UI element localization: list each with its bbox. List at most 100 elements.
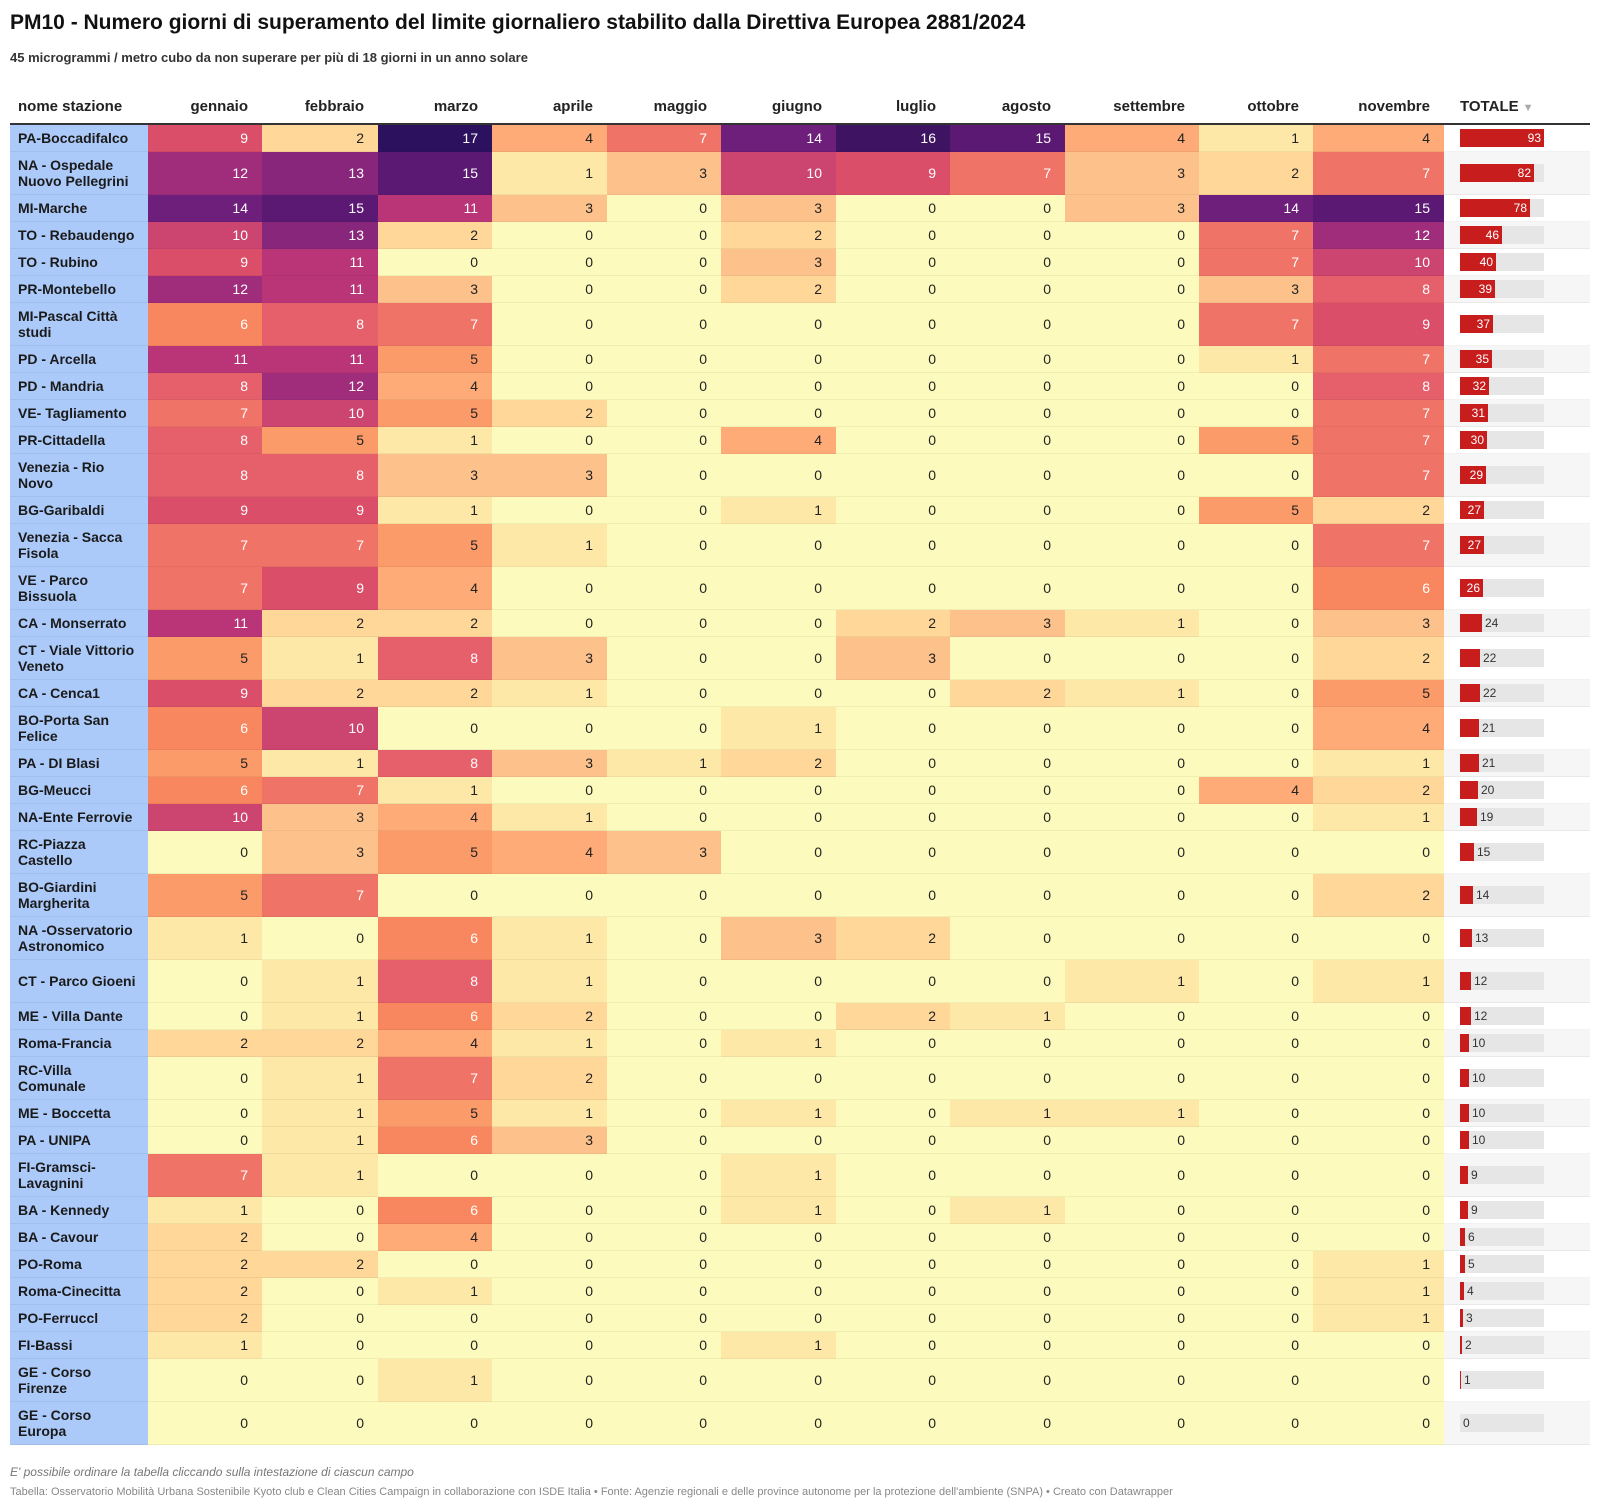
heatmap-cell: 6 [378, 1002, 492, 1030]
heatmap-cell: 0 [721, 1304, 836, 1332]
heatmap-cell: 0 [721, 636, 836, 680]
column-header-month[interactable]: agosto [950, 91, 1065, 125]
table-row: CA - Monserrato 11 2 2 0 0 0 2 3 1 0 3 24 [10, 609, 1590, 637]
heatmap-cell: 0 [1313, 1099, 1444, 1127]
column-header-month[interactable]: aprile [492, 91, 607, 125]
column-header-month[interactable]: novembre [1313, 91, 1444, 125]
heatmap-cell: 5 [262, 426, 378, 454]
heatmap-cell: 0 [607, 776, 721, 804]
heatmap-cell: 11 [262, 248, 378, 276]
heatmap-cell: 0 [1065, 706, 1199, 750]
heatmap-cell: 0 [1199, 1401, 1313, 1445]
total-bar-track: 21 [1460, 719, 1544, 737]
heatmap-cell: 0 [607, 1099, 721, 1127]
total-bar [1460, 1228, 1465, 1246]
total-bar [1460, 1309, 1463, 1327]
heatmap-cell: 0 [836, 776, 950, 804]
total-bar-track: 2 [1460, 1336, 1544, 1354]
heatmap-cell: 0 [836, 248, 950, 276]
total-bar-track: 10 [1460, 1131, 1544, 1149]
chart-title: PM10 - Numero giorni di superamento del … [10, 11, 1026, 34]
heatmap-cell: 11 [262, 275, 378, 303]
column-header-month[interactable]: maggio [607, 91, 721, 125]
sort-descending-icon[interactable]: ▼ [1522, 102, 1534, 114]
column-header-month[interactable]: gennaio [148, 91, 262, 125]
heatmap-cell: 4 [378, 1029, 492, 1057]
heatmap-cell: 0 [607, 959, 721, 1003]
column-header-month[interactable]: febbraio [262, 91, 378, 125]
heatmap-cell: 0 [492, 302, 607, 346]
heatmap-cell: 0 [1065, 523, 1199, 567]
heatmap-cell: 0 [950, 803, 1065, 831]
column-header-month[interactable]: marzo [378, 91, 492, 125]
heatmap-cell: 5 [1199, 496, 1313, 524]
heatmap-cell: 1 [378, 1277, 492, 1305]
total-cell: 39 [1444, 275, 1590, 303]
heatmap-cell: 0 [721, 345, 836, 373]
heatmap-cell: 0 [1199, 1126, 1313, 1154]
table-row: RC-Villa Comunale 0 1 7 2 0 0 0 0 0 0 0 10 [10, 1056, 1590, 1100]
heatmap-cell: 0 [1199, 830, 1313, 874]
heatmap-cell: 0 [836, 566, 950, 610]
column-header-month[interactable]: ottobre [1199, 91, 1313, 125]
total-bar-track: 78 [1460, 199, 1544, 217]
heatmap-cell: 0 [836, 803, 950, 831]
column-header-total[interactable]: TOTALE ▼ [1444, 91, 1590, 125]
heatmap-cell: 0 [950, 1277, 1065, 1305]
heatmap-cell: 1 [378, 426, 492, 454]
column-header-month[interactable]: giugno [721, 91, 836, 125]
total-bar [1460, 972, 1471, 990]
heatmap-cell: 8 [1313, 275, 1444, 303]
heatmap-cell: 0 [721, 959, 836, 1003]
heatmap-cell: 2 [836, 609, 950, 637]
heatmap-cell: 0 [1199, 636, 1313, 680]
heatmap-cell: 0 [1199, 873, 1313, 917]
heatmap-cell: 14 [148, 194, 262, 222]
heatmap-cell: 5 [1313, 679, 1444, 707]
table-header-row: nome stazione gennaio febbraio marzo aprile m… [10, 91, 1590, 125]
total-cell: 10 [1444, 1126, 1590, 1154]
total-cell: 21 [1444, 706, 1590, 750]
total-bar-track: 30 [1460, 431, 1544, 449]
total-cell: 26 [1444, 566, 1590, 610]
total-cell: 9 [1444, 1196, 1590, 1224]
heatmap-cell: 0 [1199, 749, 1313, 777]
heatmap-cell: 0 [378, 873, 492, 917]
heatmap-cell: 0 [492, 1223, 607, 1251]
heatmap-cell: 2 [148, 1277, 262, 1305]
heatmap-cell: 0 [721, 679, 836, 707]
heatmap-cell: 0 [607, 1331, 721, 1359]
total-cell: 29 [1444, 453, 1590, 497]
total-value-label: 15 [1477, 845, 1491, 859]
heatmap-cell: 0 [607, 1358, 721, 1402]
heatmap-cell: 0 [378, 706, 492, 750]
heatmap-cell: 0 [950, 1331, 1065, 1359]
column-header-month[interactable]: luglio [836, 91, 950, 125]
heatmap-cell: 10 [148, 803, 262, 831]
heatmap-cell: 0 [1313, 1223, 1444, 1251]
total-value-label: 46 [1485, 228, 1499, 242]
heatmap-cell: 0 [492, 566, 607, 610]
heatmap-cell: 7 [950, 151, 1065, 195]
heatmap-cell: 9 [148, 124, 262, 152]
station-name-cell: RC-Villa Comunale [10, 1056, 148, 1100]
heatmap-cell: 0 [607, 1223, 721, 1251]
total-cell: 10 [1444, 1099, 1590, 1127]
total-value-label: 37 [1476, 317, 1490, 331]
station-name-cell: CA - Cenca1 [10, 679, 148, 707]
total-bar [1460, 164, 1534, 182]
heatmap-cell: 4 [492, 830, 607, 874]
column-header-name[interactable]: nome stazione [10, 91, 148, 125]
heatmap-cell: 0 [607, 1126, 721, 1154]
table-row: BO-Giardini Margherita 5 7 0 0 0 0 0 0 0 0 2 14 [10, 873, 1590, 917]
heatmap-cell: 0 [950, 221, 1065, 249]
station-name-cell: NA-Ente Ferrovie [10, 803, 148, 831]
table-row: NA - Ospedale Nuovo Pellegrini 12 13 15 1 3 10… [10, 151, 1590, 195]
heatmap-cell: 3 [607, 830, 721, 874]
heatmap-cell: 6 [378, 916, 492, 960]
heatmap-cell: 0 [836, 345, 950, 373]
column-header-month[interactable]: settembre [1065, 91, 1199, 125]
heatmap-cell: 0 [1199, 1331, 1313, 1359]
total-cell: 5 [1444, 1250, 1590, 1278]
